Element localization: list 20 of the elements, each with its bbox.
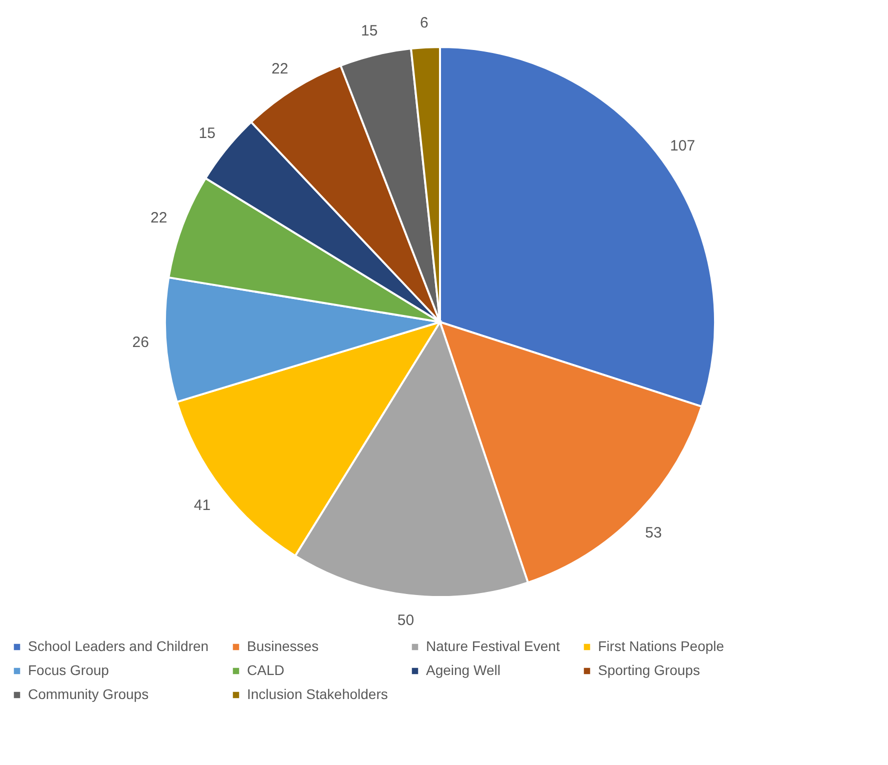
data-label: 26 [132, 334, 149, 351]
data-label: 53 [645, 524, 662, 542]
legend-label: First Nations People [598, 638, 724, 654]
data-label: 15 [198, 124, 216, 142]
data-label: 15 [361, 22, 378, 40]
legend-label: Community Groups [28, 686, 149, 702]
legend-label: Nature Festival Event [426, 638, 560, 654]
legend-label: CALD [247, 662, 284, 678]
data-label: 50 [397, 612, 414, 630]
legend-label: Businesses [247, 638, 319, 654]
data-label: 22 [150, 209, 168, 226]
legend-label: Ageing Well [426, 662, 500, 678]
legend-label: Inclusion Stakeholders [247, 686, 388, 702]
data-label: 41 [194, 496, 211, 514]
data-label: 6 [420, 14, 428, 32]
legend-label: Sporting Groups [598, 662, 700, 678]
legend-label: Focus Group [28, 662, 110, 678]
legend-label: School Leaders and Children [28, 638, 209, 654]
data-label: 22 [271, 60, 288, 78]
data-label: 107 [670, 137, 696, 154]
